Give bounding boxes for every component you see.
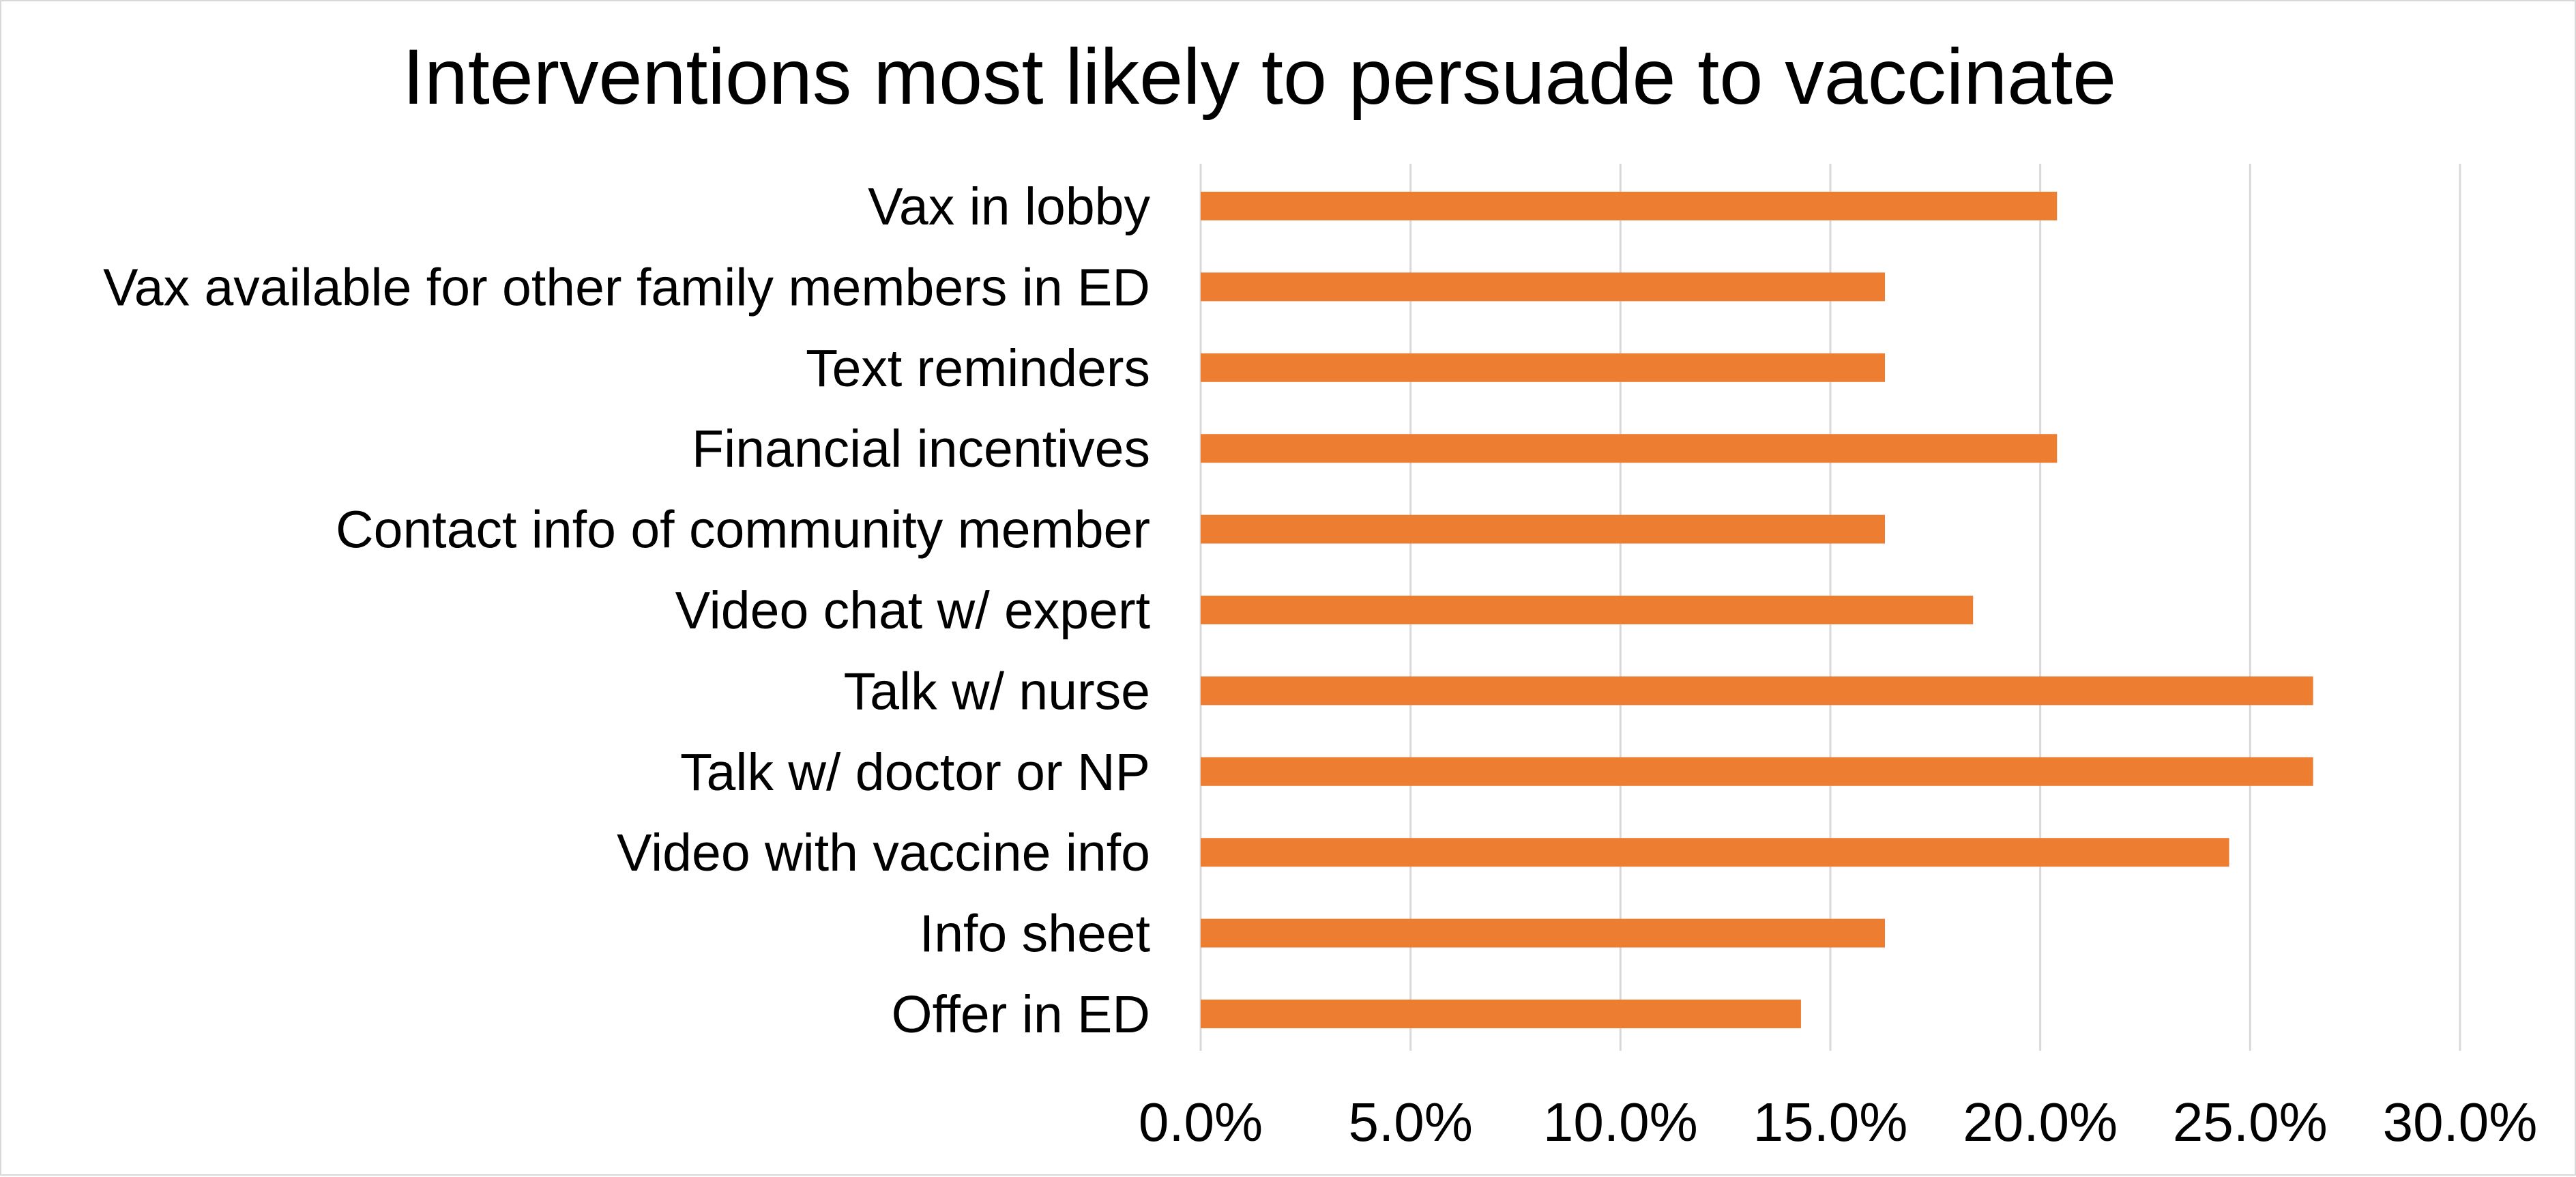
category-label: Offer in ED <box>892 985 1150 1044</box>
chart-title: Interventions most likely to persuade to… <box>402 33 2116 121</box>
x-tick-label: 0.0% <box>1139 1092 1263 1152</box>
x-tick-label: 15.0% <box>1753 1092 1908 1152</box>
bar <box>1201 676 2313 706</box>
category-label: Financial incentives <box>692 420 1150 478</box>
bar <box>1201 272 1885 302</box>
x-tick-label: 30.0% <box>2383 1092 2538 1152</box>
bar <box>1201 353 1885 382</box>
x-tick-label: 10.0% <box>1543 1092 1698 1152</box>
bar <box>1201 838 2229 867</box>
bars <box>1201 192 2313 1028</box>
x-axis-tick-labels: 0.0% 5.0% 10.0% 15.0% 20.0% 25.0% 30.0% <box>1139 1092 2538 1152</box>
category-label: Talk w/ doctor or NP <box>680 743 1150 802</box>
bar <box>1201 192 2058 220</box>
category-label: Vax available for other family members i… <box>103 258 1150 317</box>
x-tick-label: 5.0% <box>1348 1092 1472 1152</box>
category-label: Video with vaccine info <box>617 824 1150 882</box>
category-label: Text reminders <box>806 339 1150 398</box>
category-label: Info sheet <box>920 905 1150 963</box>
x-tick-label: 25.0% <box>2173 1092 2328 1152</box>
x-tick-label: 20.0% <box>1963 1092 2118 1152</box>
bar <box>1201 918 1885 948</box>
bar <box>1201 1000 1801 1028</box>
bar <box>1201 757 2313 786</box>
category-label: Vax in lobby <box>868 177 1150 236</box>
bar <box>1201 596 1974 624</box>
category-label: Contact info of community member <box>336 501 1150 560</box>
category-label: Video chat w/ expert <box>675 581 1150 640</box>
category-label: Talk w/ nurse <box>844 662 1150 721</box>
bar <box>1201 434 2058 463</box>
bar <box>1201 514 1885 544</box>
category-labels: Vax in lobby Vax available for other fami… <box>103 177 1150 1044</box>
